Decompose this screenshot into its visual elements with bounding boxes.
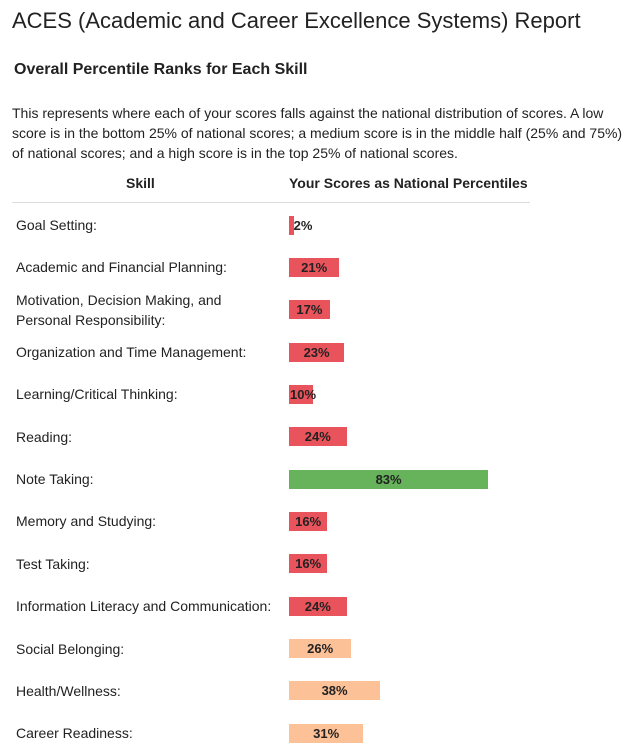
- skill-label: Social Belonging:: [16, 640, 125, 657]
- bar-label: 23%: [303, 344, 330, 360]
- bar-label: 24%: [304, 598, 331, 614]
- skill-label: Information Literacy and Communication:: [16, 598, 272, 615]
- subtitle: Overall Percentile Ranks for Each Skill: [14, 61, 308, 78]
- bar: [289, 511, 328, 531]
- skill-label: Motivation, Decision Making, and Persona…: [16, 291, 222, 328]
- column-header: Your Scores as National Percentiles: [289, 175, 528, 191]
- bar: [289, 384, 313, 404]
- skill-label: Health/Wellness:: [16, 682, 121, 699]
- bar: [289, 681, 381, 701]
- skill-label: Test Taking:: [16, 555, 90, 572]
- bar-label: 16%: [295, 513, 322, 529]
- bar: [289, 342, 345, 362]
- skill-label: Career Readiness:: [16, 725, 133, 742]
- bar-label: 31%: [313, 725, 340, 741]
- skill-label: Learning/Critical Thinking:: [16, 386, 178, 403]
- skill-label: Reading:: [16, 428, 73, 445]
- bar-label: 2%: [293, 217, 313, 233]
- skill-label: Memory and Studying:: [16, 513, 157, 530]
- bar: [289, 723, 364, 743]
- bar-label: 24%: [304, 429, 331, 445]
- bar-label: 26%: [307, 641, 334, 656]
- bar-label: 38%: [321, 683, 348, 699]
- bar-label: 21%: [301, 259, 328, 275]
- bar: [289, 596, 347, 616]
- bar-label: 10%: [289, 386, 317, 402]
- bar-label: 16%: [295, 556, 322, 572]
- header-divider: [12, 202, 530, 203]
- bar: [289, 639, 352, 658]
- bar: [289, 427, 347, 447]
- bar: [289, 257, 340, 277]
- skill-label: Goal Setting:: [16, 217, 97, 233]
- description: This represents where each of your score…: [12, 105, 623, 161]
- bar-label: 17%: [296, 302, 323, 318]
- bar-label: 83%: [375, 471, 402, 487]
- title: ACES (Academic and Career Excellence Sys…: [12, 8, 581, 33]
- skill-label: Organization and Time Management:: [16, 344, 247, 361]
- skill-label: Academic and Financial Planning:: [16, 259, 227, 276]
- bar: [289, 554, 328, 574]
- skill-label: Note Taking:: [16, 471, 94, 488]
- bar: [289, 300, 330, 320]
- bar: [289, 469, 489, 489]
- bar: [289, 215, 294, 235]
- column-header: Skill: [126, 175, 155, 191]
